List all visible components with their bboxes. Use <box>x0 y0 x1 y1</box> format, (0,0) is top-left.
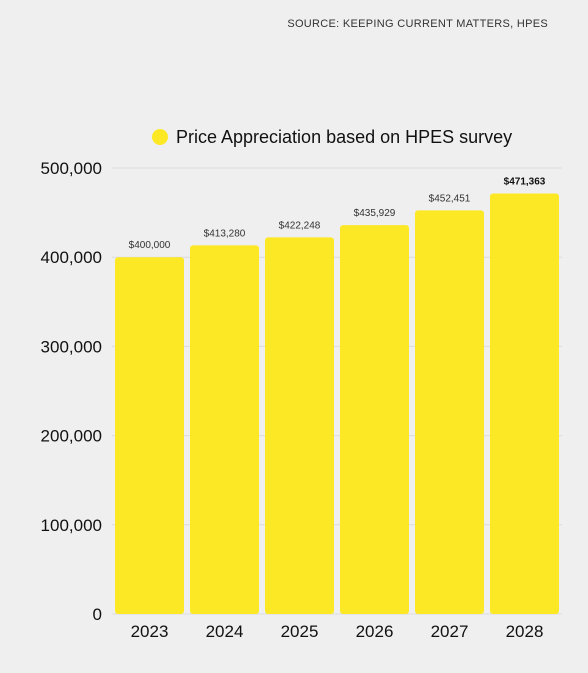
x-tick-label: 2026 <box>356 622 394 641</box>
source-note: SOURCE: KEEPING CURRENT MATTERS, HPES <box>287 18 548 30</box>
bar-2023 <box>115 257 184 614</box>
data-label-2023: $400,000 <box>129 240 171 251</box>
y-tick-label: 100,000 <box>41 516 102 535</box>
legend-marker <box>152 129 168 145</box>
bar-2025 <box>265 237 334 614</box>
y-tick-label: 300,000 <box>41 337 102 356</box>
y-tick-label: 0 <box>93 605 102 624</box>
y-tick-label: 200,000 <box>41 427 102 446</box>
data-label-2024: $413,280 <box>204 228 246 239</box>
bar-2026 <box>340 225 409 614</box>
x-tick-label: 2025 <box>281 622 319 641</box>
bar-2027 <box>415 210 484 615</box>
x-tick-label: 2023 <box>131 622 169 641</box>
y-tick-label: 500,000 <box>41 159 102 178</box>
data-label-2028: $471,363 <box>504 177 546 188</box>
data-label-2026: $435,929 <box>354 208 396 219</box>
bar-2024 <box>190 245 259 614</box>
bar-2028 <box>490 193 559 615</box>
x-tick-label: 2028 <box>506 622 544 641</box>
x-tick-label: 2027 <box>431 622 469 641</box>
data-label-2027: $452,451 <box>429 193 471 204</box>
legend-label: Price Appreciation based on HPES survey <box>176 127 512 147</box>
y-tick-label: 400,000 <box>41 248 102 267</box>
data-label-2025: $422,248 <box>279 220 321 231</box>
x-tick-label: 2024 <box>206 622 244 641</box>
